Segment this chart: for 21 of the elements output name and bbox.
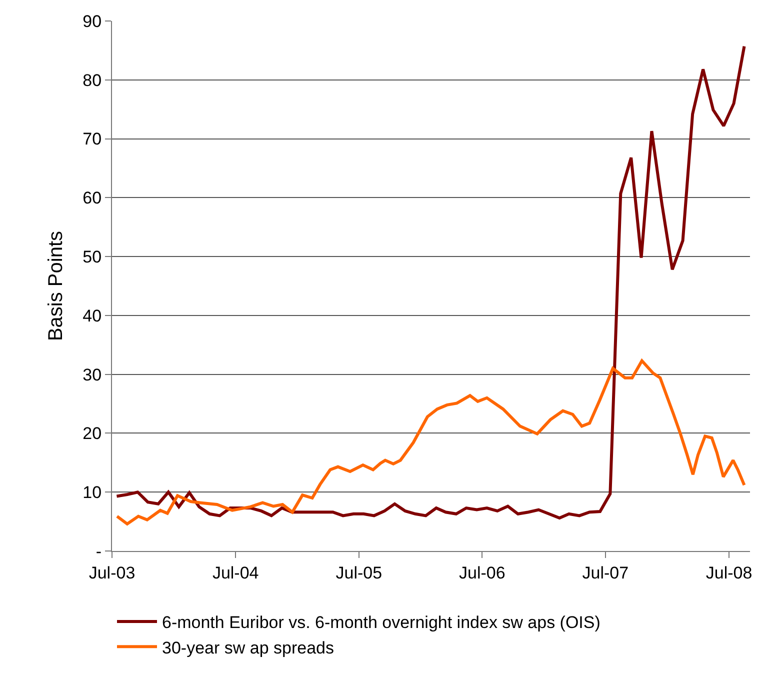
legend-label: 30-year sw ap spreads: [162, 638, 334, 658]
y-tick-label: -: [96, 542, 102, 561]
y-tick-label: 10: [82, 483, 102, 502]
x-tick-label: Jul-04: [212, 563, 259, 582]
y-tick-label: 70: [82, 130, 102, 149]
y-tick-label: 90: [82, 12, 102, 31]
x-tick-label: Jul-07: [582, 563, 629, 582]
x-tick-label: Jul-06: [459, 563, 506, 582]
x-tick-label: Jul-05: [336, 563, 382, 582]
y-tick-label: 60: [82, 188, 102, 208]
y-tick-label: 40: [82, 306, 102, 326]
y-tick-label: 20: [82, 424, 102, 444]
x-tick-label: Jul-03: [88, 563, 136, 582]
y-tick-label: 80: [82, 70, 102, 90]
line-series: [116, 359, 746, 526]
x-tick-label: Jul-08: [706, 563, 752, 582]
legend-label: 6-month Euribor vs. 6-month overnight index sw aps (OIS): [162, 613, 600, 632]
y-tick-label: 30: [82, 365, 102, 384]
line-series: [115, 44, 746, 520]
y-tick-label: 50: [82, 248, 102, 267]
y-axis-title: Basis Points: [45, 230, 68, 342]
